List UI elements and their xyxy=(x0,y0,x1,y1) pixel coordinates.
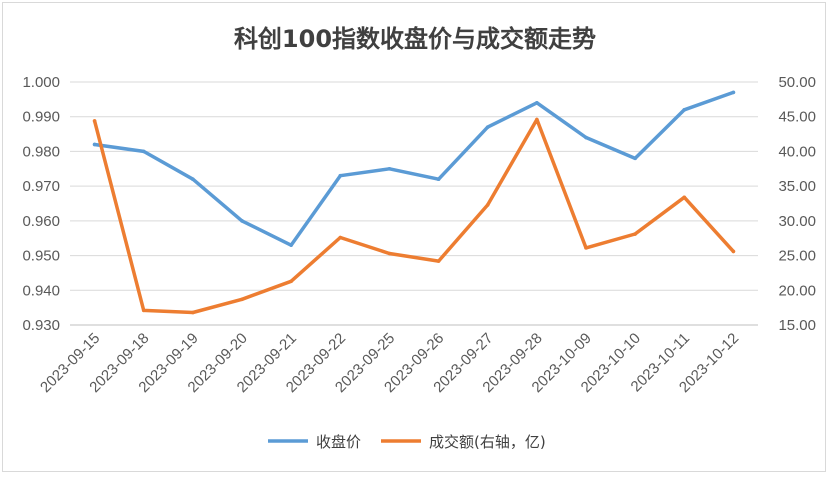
legend-label-turnover: 成交额(右轴，亿) xyxy=(429,433,546,451)
close-price-point xyxy=(240,219,244,223)
right-tick-label: 15.00 xyxy=(778,317,816,334)
turnover-point xyxy=(240,297,244,302)
turnover-point xyxy=(535,117,539,122)
left-tick-label: 0.980 xyxy=(22,143,60,160)
turnover-point xyxy=(485,203,490,207)
left-tick-label: 0.940 xyxy=(22,282,60,299)
right-tick-label: 20.00 xyxy=(778,282,816,299)
close-price-point xyxy=(338,173,343,178)
chart-title: 科创100指数收盘价与成交额走势 xyxy=(234,25,596,53)
right-tick-label: 45.00 xyxy=(778,109,816,126)
turnover-point xyxy=(141,308,146,313)
close-price-point xyxy=(191,177,195,181)
x-axis: 2023-09-152023-09-182023-09-192023-09-20… xyxy=(37,330,742,396)
close-price-point xyxy=(731,90,736,95)
chart-frame xyxy=(2,2,826,472)
turnover-point xyxy=(338,235,343,240)
close-price-point xyxy=(535,101,539,105)
left-tick-label: 1.000 xyxy=(22,74,60,91)
close-price-point xyxy=(387,166,392,171)
turnover-point xyxy=(584,246,588,250)
close-price-point xyxy=(485,125,490,129)
turnover-line xyxy=(92,117,736,315)
gridlines xyxy=(70,81,758,326)
close-price-point xyxy=(141,149,146,154)
right-tick-label: 40.00 xyxy=(778,143,816,160)
right-tick-label: 30.00 xyxy=(778,213,816,230)
legend-label-close: 收盘价 xyxy=(316,433,361,451)
close-price-point xyxy=(92,142,97,147)
turnover-point xyxy=(387,251,392,256)
right-tick-label: 50.00 xyxy=(778,74,816,91)
left-tick-label: 0.930 xyxy=(22,317,60,334)
legend: 收盘价 成交额(右轴，亿) xyxy=(268,433,546,451)
left-tick-label: 0.950 xyxy=(22,248,60,265)
left-tick-label: 0.990 xyxy=(22,109,60,126)
left-tick-label: 0.970 xyxy=(22,178,60,195)
right-tick-label: 35.00 xyxy=(778,178,816,195)
left-tick-label: 0.960 xyxy=(22,213,60,230)
turnover-point xyxy=(633,232,637,236)
close-price-point xyxy=(682,107,687,112)
close-price-point xyxy=(436,177,441,181)
turnover-point xyxy=(289,279,293,284)
right-tick-label: 25.00 xyxy=(778,248,816,265)
turnover-point xyxy=(436,259,441,263)
turnover-point xyxy=(191,310,195,315)
close-price-point xyxy=(289,243,293,247)
turnover-point xyxy=(731,249,736,254)
close-price-line xyxy=(92,90,736,247)
right-axis: 15.00 20.00 25.00 30.00 35.00 40.00 45.00 50.00 xyxy=(778,74,816,334)
turnover-point xyxy=(682,195,687,200)
close-price-point xyxy=(584,135,588,140)
left-axis: 0.930 0.940 0.950 0.960 0.970 0.980 0.990 1.000 xyxy=(22,74,60,334)
series-lines xyxy=(92,90,736,315)
close-price-point xyxy=(633,156,637,161)
turnover-point xyxy=(92,119,97,123)
